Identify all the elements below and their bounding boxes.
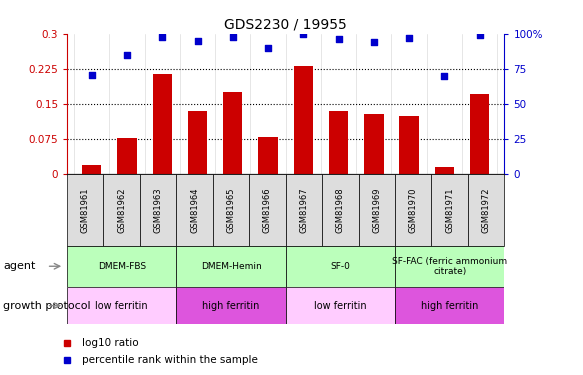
Text: percentile rank within the sample: percentile rank within the sample — [82, 355, 258, 365]
Bar — [364, 114, 384, 174]
Text: GSM81970: GSM81970 — [409, 187, 417, 233]
Point — [122, 52, 132, 58]
Point — [298, 31, 308, 37]
Text: GSM81969: GSM81969 — [373, 187, 381, 233]
Title: GDS2230 / 19955: GDS2230 / 19955 — [224, 17, 347, 31]
Point — [369, 39, 378, 45]
Text: GSM81963: GSM81963 — [154, 187, 163, 233]
Bar — [188, 111, 207, 174]
Bar — [177, 246, 286, 287]
Text: high ferritin: high ferritin — [202, 301, 259, 310]
Point — [440, 73, 449, 79]
Text: GSM81967: GSM81967 — [300, 187, 308, 233]
Bar — [104, 174, 140, 246]
Bar — [470, 94, 489, 174]
Bar — [329, 111, 348, 174]
Text: GSM81972: GSM81972 — [482, 187, 490, 233]
Text: GSM81968: GSM81968 — [336, 187, 345, 233]
Bar — [395, 246, 504, 287]
Text: GSM81965: GSM81965 — [227, 187, 236, 233]
Bar — [153, 74, 172, 174]
Text: GSM81964: GSM81964 — [190, 187, 199, 233]
Bar — [177, 174, 213, 246]
Point — [475, 32, 484, 38]
Bar — [322, 174, 359, 246]
Text: log10 ratio: log10 ratio — [82, 338, 138, 348]
Bar — [250, 174, 286, 246]
Text: SF-FAC (ferric ammonium
citrate): SF-FAC (ferric ammonium citrate) — [392, 256, 507, 276]
Point — [264, 45, 273, 51]
Text: SF-0: SF-0 — [331, 262, 350, 271]
Bar — [177, 287, 286, 324]
Text: high ferritin: high ferritin — [421, 301, 478, 310]
Bar — [82, 165, 101, 174]
Bar — [286, 246, 395, 287]
Point — [334, 36, 343, 42]
Text: DMEM-Hemin: DMEM-Hemin — [201, 262, 261, 271]
Bar — [67, 174, 104, 246]
Bar — [117, 138, 136, 174]
Text: GSM81966: GSM81966 — [263, 187, 272, 233]
Text: agent: agent — [3, 261, 36, 271]
Bar — [286, 174, 322, 246]
Point — [157, 34, 167, 40]
Bar — [435, 167, 454, 174]
Bar — [431, 174, 468, 246]
Bar — [258, 137, 278, 174]
Bar — [399, 116, 419, 174]
Text: GSM81962: GSM81962 — [117, 187, 126, 233]
Bar — [286, 287, 395, 324]
Bar — [359, 174, 395, 246]
Text: DMEM-FBS: DMEM-FBS — [97, 262, 146, 271]
Text: low ferritin: low ferritin — [96, 301, 148, 310]
Point — [193, 38, 202, 44]
Bar — [223, 92, 243, 174]
Text: GSM81961: GSM81961 — [81, 187, 90, 233]
Bar — [67, 287, 177, 324]
Bar — [140, 174, 177, 246]
Bar — [67, 246, 177, 287]
Bar — [468, 174, 504, 246]
Bar — [213, 174, 250, 246]
Point — [87, 72, 96, 78]
Point — [228, 34, 237, 40]
Bar — [395, 174, 431, 246]
Text: low ferritin: low ferritin — [314, 301, 367, 310]
Point — [405, 35, 414, 41]
Bar — [395, 287, 504, 324]
Bar — [294, 66, 313, 174]
Text: GSM81971: GSM81971 — [445, 187, 454, 233]
Text: growth protocol: growth protocol — [3, 301, 90, 310]
